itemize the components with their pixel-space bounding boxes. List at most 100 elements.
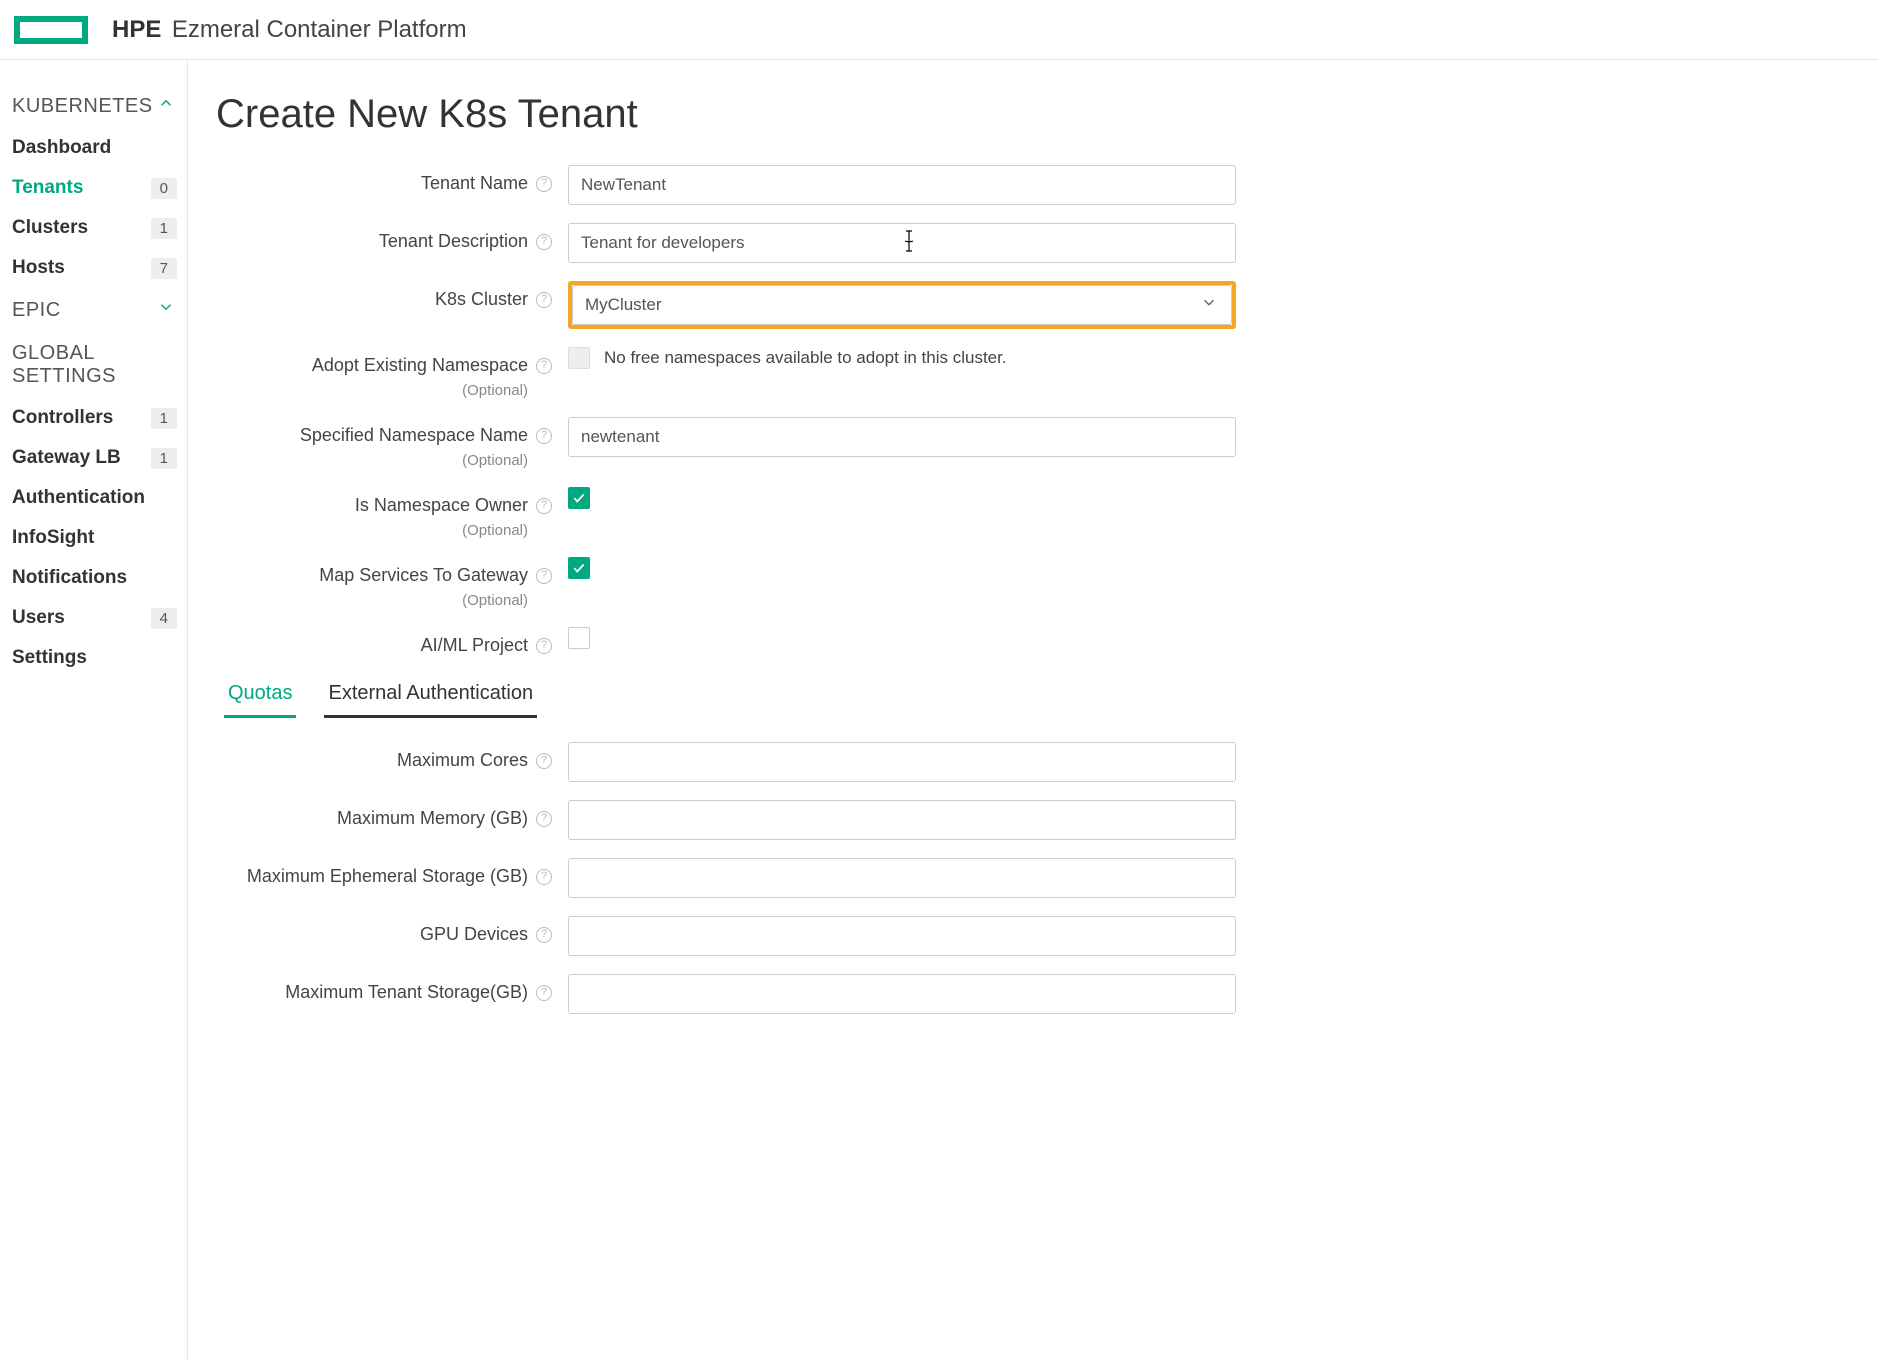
k8s-cluster-select-wrap	[568, 281, 1236, 329]
tenant-name-input[interactable]	[568, 165, 1236, 205]
page-title: Create New K8s Tenant	[216, 92, 1838, 137]
label-tenant-name: Tenant Name	[421, 173, 528, 194]
sidebar-item-badge: 4	[151, 608, 177, 629]
help-icon[interactable]: ?	[536, 753, 552, 769]
tenant-description-input[interactable]	[568, 223, 1236, 263]
label-max-tenant-storage: Maximum Tenant Storage(GB)	[285, 982, 528, 1003]
label-specified-namespace: Specified Namespace Name	[300, 425, 528, 446]
sidebar-item-tenants[interactable]: Tenants 0	[12, 168, 187, 208]
row-max-ephemeral: Maximum Ephemeral Storage (GB) ?	[216, 858, 1236, 898]
map-services-checkbox[interactable]	[568, 557, 590, 579]
help-icon[interactable]: ?	[536, 498, 552, 514]
help-icon[interactable]: ?	[536, 638, 552, 654]
sidebar-item-controllers[interactable]: Controllers 1	[12, 398, 187, 438]
optional-tag: (Optional)	[462, 382, 552, 399]
row-k8s-cluster: K8s Cluster ?	[216, 281, 1236, 329]
help-icon[interactable]: ?	[536, 176, 552, 192]
sidebar-item-label: InfoSight	[12, 527, 94, 549]
chevron-up-icon	[157, 94, 175, 118]
label-gpu-devices: GPU Devices	[420, 924, 528, 945]
tabs: Quotas External Authentication	[224, 674, 1236, 718]
sidebar-item-users[interactable]: Users 4	[12, 598, 187, 638]
row-aiml-project: AI/ML Project ?	[216, 627, 1236, 656]
tab-quotas[interactable]: Quotas	[224, 674, 296, 718]
sidebar-item-gateway-lb[interactable]: Gateway LB 1	[12, 438, 187, 478]
label-max-ephemeral: Maximum Ephemeral Storage (GB)	[247, 866, 528, 887]
specified-namespace-input[interactable]	[568, 417, 1236, 457]
max-cores-input[interactable]	[568, 742, 1236, 782]
adopt-namespace-hint: No free namespaces available to adopt in…	[604, 348, 1007, 368]
row-max-memory: Maximum Memory (GB) ?	[216, 800, 1236, 840]
sidebar-item-label: Users	[12, 607, 65, 629]
tab-external-auth[interactable]: External Authentication	[324, 674, 537, 718]
sidebar-item-label: Clusters	[12, 217, 88, 239]
sidebar-item-label: Gateway LB	[12, 447, 121, 469]
nav-section-label: KUBERNETES	[12, 95, 153, 118]
help-icon[interactable]: ?	[536, 428, 552, 444]
nav-section-epic[interactable]: EPIC	[12, 288, 187, 332]
help-icon[interactable]: ?	[536, 927, 552, 943]
row-tenant-name: Tenant Name ?	[216, 165, 1236, 205]
sidebar: KUBERNETES Dashboard Tenants 0 Clusters …	[0, 60, 188, 1360]
label-aiml-project: AI/ML Project	[421, 635, 528, 656]
brand-light: Ezmeral Container Platform	[172, 16, 467, 43]
sidebar-item-authentication[interactable]: Authentication	[12, 478, 187, 518]
help-icon[interactable]: ?	[536, 869, 552, 885]
row-specified-namespace: Specified Namespace Name ? (Optional)	[216, 417, 1236, 469]
tab-label: Quotas	[228, 682, 292, 704]
help-icon[interactable]: ?	[536, 358, 552, 374]
tab-label: External Authentication	[328, 682, 533, 704]
help-icon[interactable]: ?	[536, 985, 552, 1001]
nav-section-kubernetes[interactable]: KUBERNETES	[12, 84, 187, 128]
k8s-cluster-select[interactable]	[572, 285, 1232, 325]
tenant-form: Tenant Name ? Tenant Description ?	[216, 165, 1236, 1014]
gpu-devices-input[interactable]	[568, 916, 1236, 956]
nav-section-global: GLOBAL SETTINGS	[12, 332, 187, 398]
help-icon[interactable]: ?	[536, 234, 552, 250]
help-icon[interactable]: ?	[536, 811, 552, 827]
optional-tag: (Optional)	[462, 452, 552, 469]
app-header: HPE Ezmeral Container Platform	[0, 0, 1878, 60]
sidebar-item-label: Dashboard	[12, 137, 111, 159]
brand-bold: HPE	[112, 16, 161, 43]
optional-tag: (Optional)	[462, 522, 552, 539]
sidebar-item-badge: 1	[151, 408, 177, 429]
row-namespace-owner: Is Namespace Owner ? (Optional)	[216, 487, 1236, 539]
sidebar-item-label: Hosts	[12, 257, 65, 279]
row-max-tenant-storage: Maximum Tenant Storage(GB) ?	[216, 974, 1236, 1014]
max-tenant-storage-input[interactable]	[568, 974, 1236, 1014]
namespace-owner-checkbox[interactable]	[568, 487, 590, 509]
label-adopt-namespace: Adopt Existing Namespace	[312, 355, 528, 376]
app-title: HPE Ezmeral Container Platform	[112, 16, 467, 44]
sidebar-item-label: Settings	[12, 647, 87, 669]
label-namespace-owner: Is Namespace Owner	[355, 495, 528, 516]
max-ephemeral-input[interactable]	[568, 858, 1236, 898]
help-icon[interactable]: ?	[536, 292, 552, 308]
sidebar-item-badge: 1	[151, 448, 177, 469]
sidebar-item-label: Authentication	[12, 487, 145, 509]
max-memory-input[interactable]	[568, 800, 1236, 840]
optional-tag: (Optional)	[462, 592, 552, 609]
row-gpu-devices: GPU Devices ?	[216, 916, 1236, 956]
sidebar-item-clusters[interactable]: Clusters 1	[12, 208, 187, 248]
sidebar-item-settings[interactable]: Settings	[12, 638, 187, 678]
chevron-down-icon	[157, 298, 175, 322]
row-adopt-namespace: Adopt Existing Namespace ? (Optional) No…	[216, 347, 1236, 399]
label-k8s-cluster: K8s Cluster	[435, 289, 528, 310]
main-content: Create New K8s Tenant Tenant Name ?	[188, 60, 1878, 1360]
sidebar-item-label: Tenants	[12, 177, 83, 199]
sidebar-item-badge: 7	[151, 258, 177, 279]
row-map-services: Map Services To Gateway ? (Optional)	[216, 557, 1236, 609]
help-icon[interactable]: ?	[536, 568, 552, 584]
aiml-project-checkbox[interactable]	[568, 627, 590, 649]
adopt-namespace-checkbox	[568, 347, 590, 369]
sidebar-item-badge: 0	[151, 178, 177, 199]
hpe-logo-icon	[14, 16, 88, 44]
nav-section-label: EPIC	[12, 299, 61, 322]
sidebar-item-hosts[interactable]: Hosts 7	[12, 248, 187, 288]
sidebar-item-notifications[interactable]: Notifications	[12, 558, 187, 598]
sidebar-item-dashboard[interactable]: Dashboard	[12, 128, 187, 168]
label-max-memory: Maximum Memory (GB)	[337, 808, 528, 829]
sidebar-item-infosight[interactable]: InfoSight	[12, 518, 187, 558]
sidebar-item-badge: 1	[151, 218, 177, 239]
